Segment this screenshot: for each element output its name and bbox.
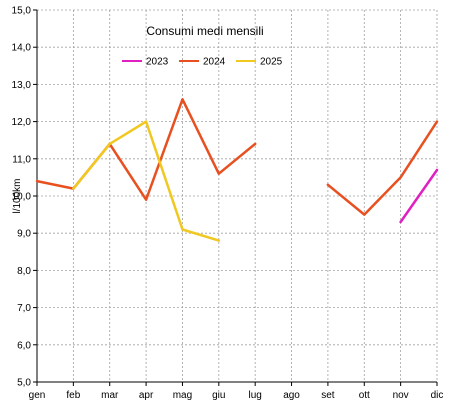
- legend-label-2025: 2025: [260, 57, 283, 68]
- y-tick-label: 15,0: [12, 6, 32, 17]
- x-tick-label: apr: [139, 390, 154, 401]
- series-line-2023: [399, 168, 439, 224]
- y-tick-label: 7,0: [17, 303, 31, 314]
- series-line-2024: [326, 120, 439, 216]
- y-tick-label: 8,0: [17, 266, 31, 277]
- y-tick-label: 11,0: [12, 154, 31, 165]
- y-tick-label: 13,0: [12, 80, 32, 91]
- series-line-2025: [72, 120, 221, 242]
- x-tick-label: lug: [249, 390, 262, 401]
- legend: 2023 2024 2025: [122, 57, 283, 68]
- x-tick-label: ago: [283, 390, 300, 401]
- y-tick-label: 10,0: [12, 192, 32, 203]
- y-axis-title: l/100km: [12, 178, 23, 213]
- series-lines: [35, 98, 439, 242]
- x-tick-label: giu: [212, 390, 225, 401]
- x-tick-label: mag: [173, 390, 192, 401]
- x-tick-label: gen: [29, 390, 46, 401]
- legend-label-2024: 2024: [203, 57, 226, 68]
- axes: 5,0 6,0 7,0 8,0 9,0 10,0 11,0 12,0 13,0 14,0 15,0 g…: [12, 6, 444, 402]
- x-tick-label: set: [321, 390, 335, 401]
- x-tick-label: dic: [431, 390, 444, 401]
- x-tick-label: ott: [359, 390, 370, 401]
- x-tick-label: feb: [66, 390, 80, 401]
- chart-title: Consumi medi mensili: [146, 24, 263, 38]
- y-tick-label: 14,0: [12, 43, 32, 54]
- legend-label-2023: 2023: [146, 57, 169, 68]
- x-tick-label: mar: [101, 390, 119, 401]
- y-tick-label: 12,0: [12, 117, 32, 128]
- y-tick-label: 5,0: [17, 378, 31, 389]
- x-tick-label: nov: [393, 390, 409, 401]
- y-tick-label: 6,0: [17, 340, 31, 351]
- y-tick-label: 9,0: [17, 229, 31, 240]
